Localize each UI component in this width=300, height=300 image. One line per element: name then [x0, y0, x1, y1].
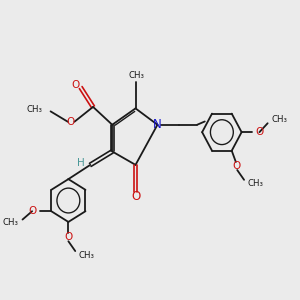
- Text: CH₃: CH₃: [3, 218, 19, 227]
- Text: O: O: [131, 190, 140, 202]
- Text: O: O: [67, 117, 75, 127]
- Text: O: O: [232, 161, 241, 171]
- Text: O: O: [72, 80, 80, 90]
- Text: CH₃: CH₃: [79, 251, 95, 260]
- Text: O: O: [64, 232, 73, 242]
- Text: CH₃: CH₃: [248, 179, 264, 188]
- Text: H: H: [77, 158, 85, 168]
- Text: CH₃: CH₃: [271, 115, 287, 124]
- Text: CH₃: CH₃: [26, 105, 42, 114]
- Text: O: O: [28, 206, 36, 216]
- Text: N: N: [153, 118, 162, 131]
- Text: O: O: [256, 127, 264, 137]
- Text: CH₃: CH₃: [129, 70, 145, 80]
